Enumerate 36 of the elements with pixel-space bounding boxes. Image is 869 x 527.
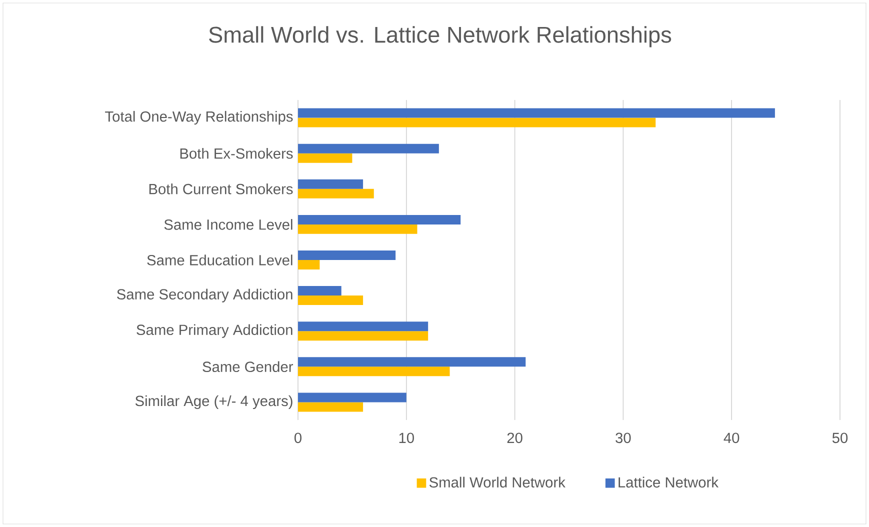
- x-tick-label: 20: [507, 432, 522, 444]
- y-tick-label: Same Secondary Addiction: [117, 288, 292, 302]
- bar: [298, 214, 461, 224]
- legend-label: Lattice Network: [618, 476, 719, 488]
- y-tick-label: Similar Age (+/- 4 years): [135, 395, 292, 410]
- bar: [298, 224, 418, 234]
- y-tick-label: Total One-Way Relationships: [105, 110, 293, 125]
- y-tick-label: Same Primary Addiction: [136, 324, 292, 338]
- bar: [298, 392, 406, 402]
- x-tick-label: 50: [832, 432, 848, 444]
- bar: [298, 296, 364, 306]
- bar: [298, 366, 450, 376]
- bar: [298, 153, 352, 163]
- y-tick-label: Both Ex-Smokers: [180, 148, 293, 159]
- x-tick-label: 40: [724, 432, 740, 444]
- bar: [298, 402, 364, 412]
- bar: [298, 322, 428, 332]
- y-tick-label: Same Education Level: [147, 254, 292, 266]
- bar: [298, 179, 364, 189]
- x-tick-label: 10: [399, 432, 414, 444]
- y-tick-label: Same Income Level: [164, 219, 292, 230]
- y-tick-label: Both Current Smokers: [149, 184, 293, 194]
- bar: [298, 188, 374, 198]
- x-tick-label: 0: [294, 432, 302, 444]
- bar: [298, 108, 775, 118]
- legend-label: Small World Network: [429, 476, 566, 488]
- bar: [298, 357, 526, 367]
- bar: [298, 118, 656, 128]
- chart-title: Small World vs. Lattice Network Relationships: [209, 26, 672, 48]
- bar: [298, 331, 428, 341]
- bar: [298, 286, 342, 296]
- bar: [298, 260, 320, 270]
- y-tick-label: Same Gender: [202, 361, 294, 372]
- x-tick-label: 30: [616, 432, 631, 444]
- bar: [298, 144, 439, 154]
- bar: [298, 250, 396, 260]
